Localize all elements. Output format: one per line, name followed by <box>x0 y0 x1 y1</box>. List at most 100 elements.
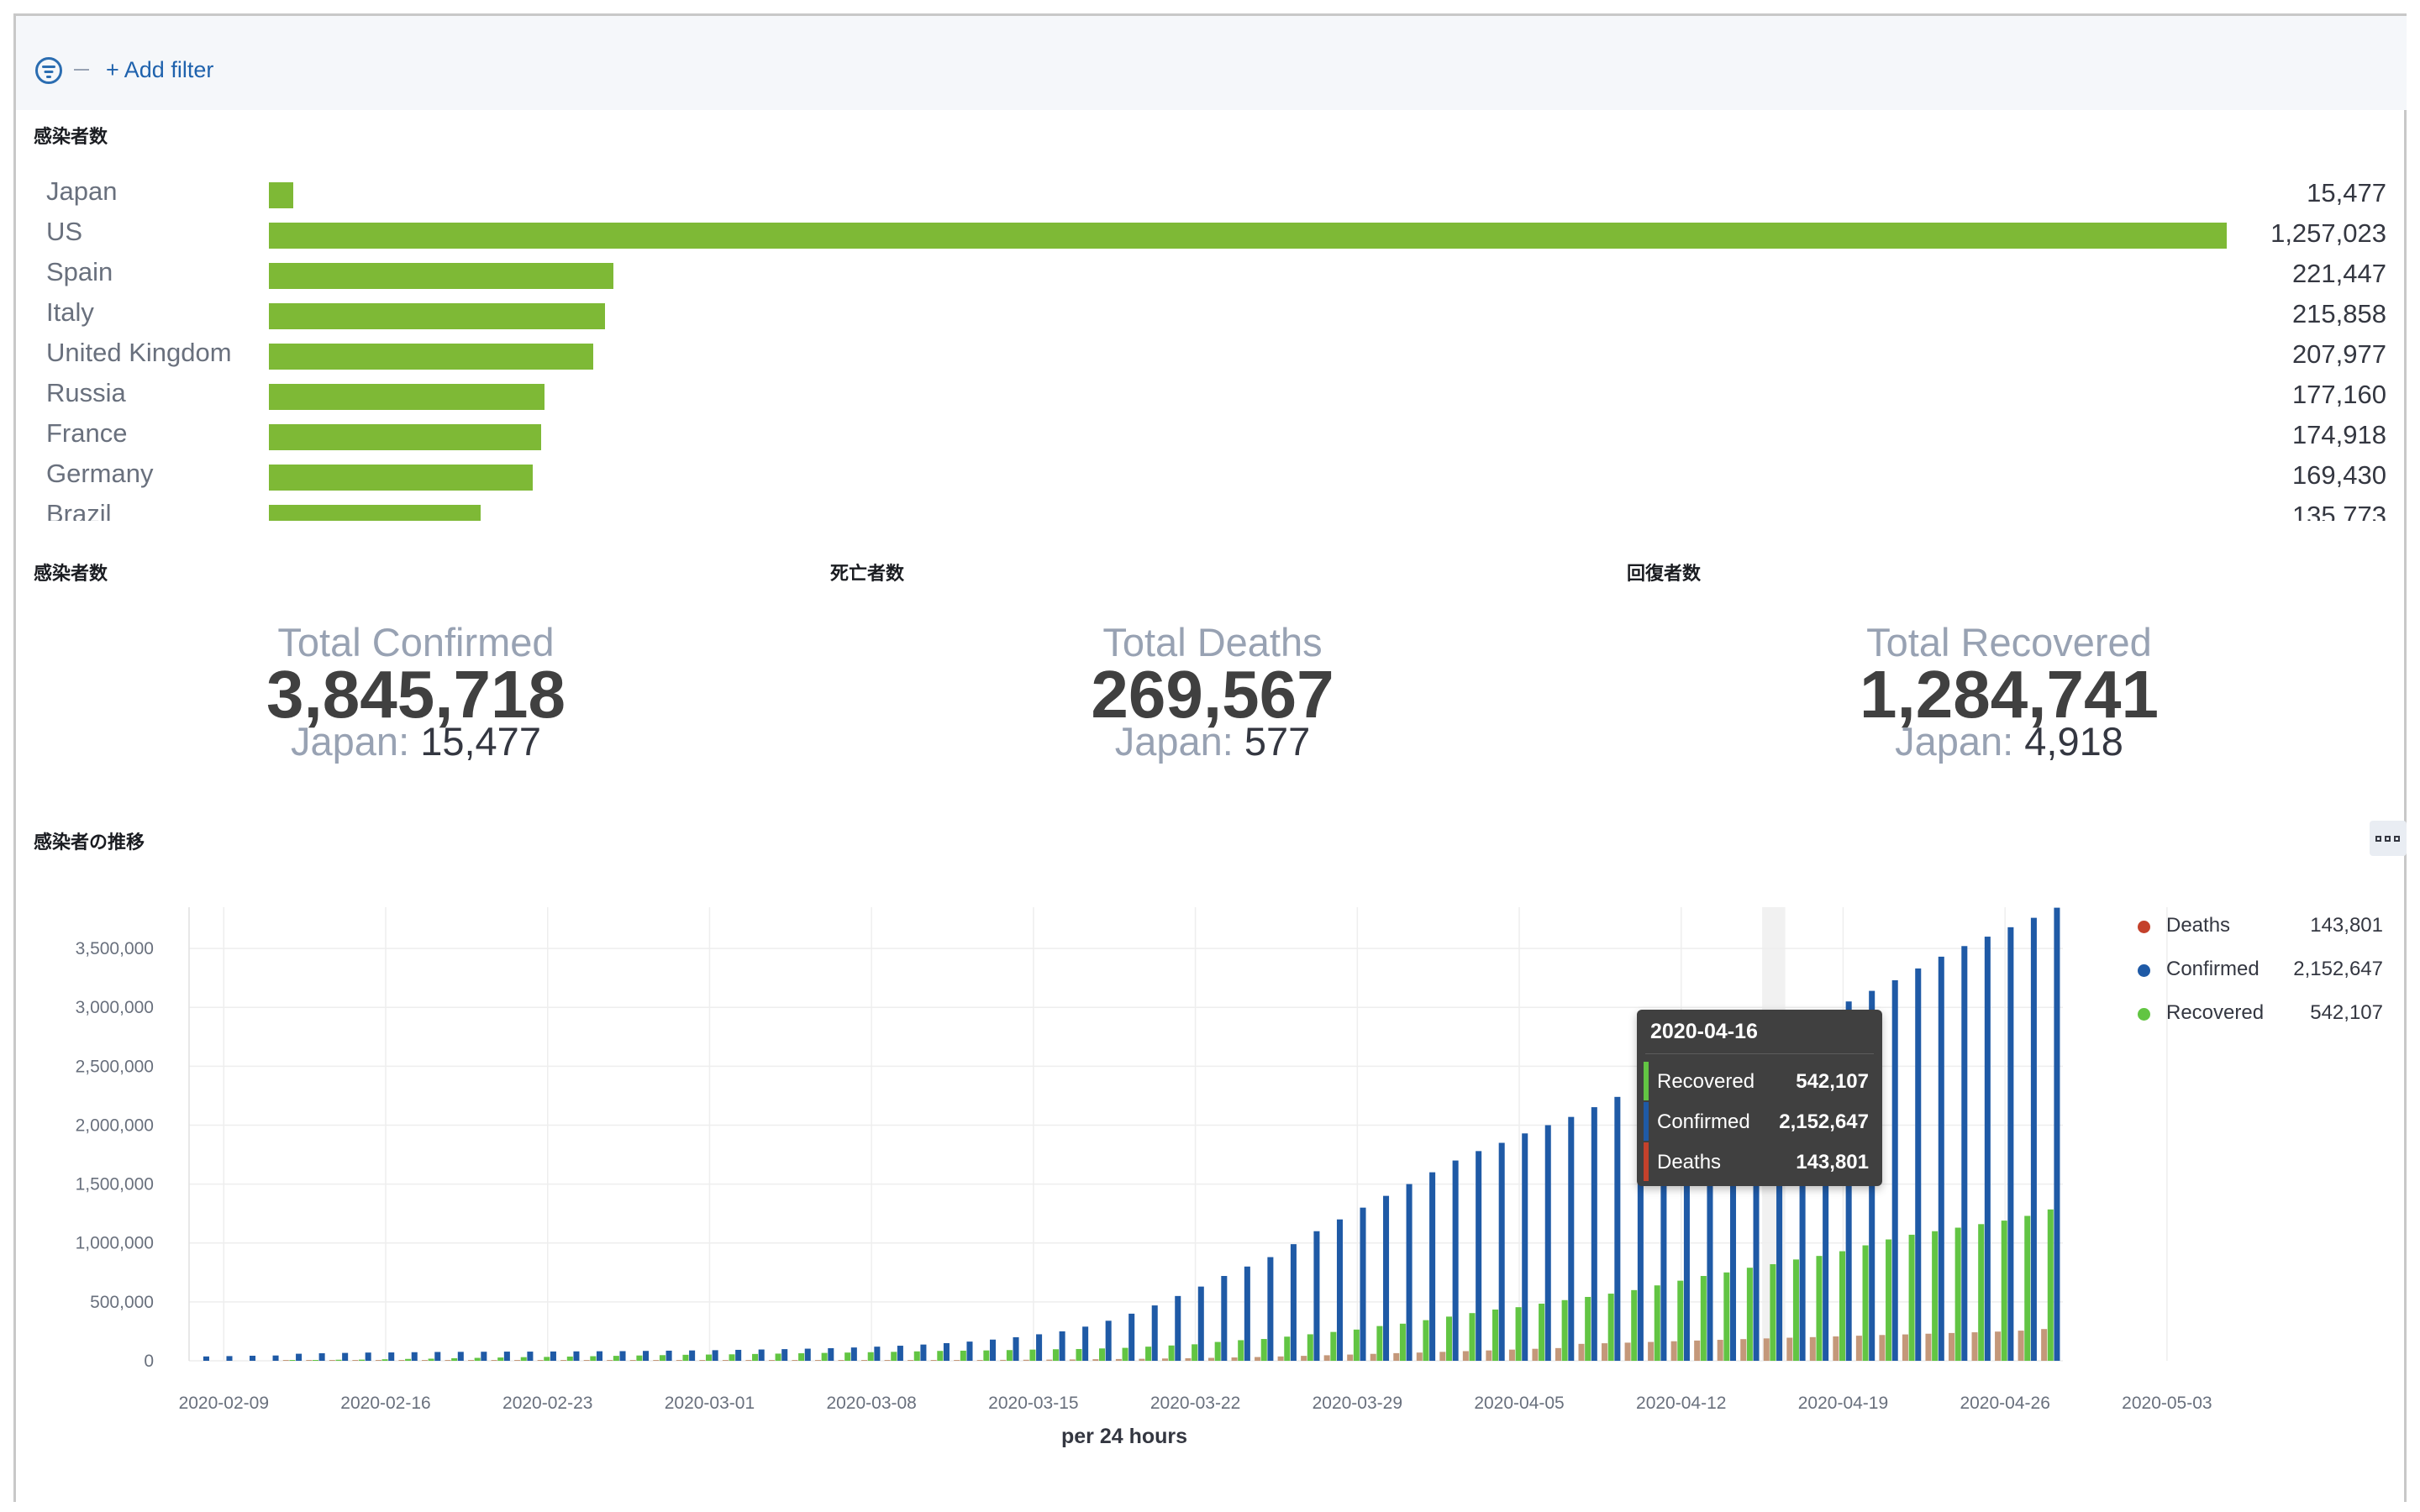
country-row[interactable]: Russia 177,160 <box>34 374 2386 414</box>
bar-recovered <box>1353 1329 1360 1361</box>
bar-confirmed <box>1383 1195 1390 1361</box>
bar-confirmed <box>365 1352 371 1361</box>
bar-confirmed <box>1290 1244 1297 1361</box>
bar-recovered <box>613 1356 619 1361</box>
bar-deaths <box>537 1360 544 1361</box>
y-tick-label: 2,000,000 <box>76 1116 154 1135</box>
add-filter-button[interactable]: + Add filter <box>106 57 214 82</box>
x-tick-label: 2020-03-22 <box>1150 1394 1240 1413</box>
country-row[interactable]: United Kingdom 207,977 <box>34 333 2386 374</box>
bar-deaths <box>468 1360 475 1361</box>
country-bar[interactable] <box>269 182 293 208</box>
country-value: 207,977 <box>2291 339 2386 369</box>
bar-confirmed <box>2007 927 2014 1361</box>
bar-deaths <box>976 1360 983 1361</box>
bar-deaths <box>792 1360 798 1361</box>
country-row[interactable]: France 174,918 <box>34 414 2386 454</box>
country-row[interactable]: Brazil 135,773 <box>34 495 2386 521</box>
country-bar[interactable] <box>269 223 2227 249</box>
bar-deaths <box>583 1360 590 1361</box>
country-bar[interactable] <box>269 424 542 450</box>
country-row[interactable]: US 1,257,023 <box>34 213 2386 253</box>
legend-item[interactable]: Confirmed 2,152,647 <box>2138 955 2390 999</box>
bar-confirmed <box>1823 1011 1829 1361</box>
bar-deaths <box>1347 1354 1354 1361</box>
bar-recovered <box>335 1359 342 1361</box>
legend-value: 143,801 <box>2310 914 2383 937</box>
panel-options-button[interactable] <box>2370 821 2407 856</box>
country-bar[interactable] <box>269 465 534 491</box>
bar-recovered <box>1469 1313 1476 1361</box>
country-bar[interactable] <box>269 384 545 410</box>
country-row[interactable]: Spain 221,447 <box>34 253 2386 293</box>
bar-confirmed <box>1891 979 1898 1361</box>
country-bar[interactable] <box>269 344 593 370</box>
bar-deaths <box>2018 1331 2024 1361</box>
x-tick-label: 2020-04-19 <box>1798 1394 1888 1413</box>
bar-recovered <box>1932 1231 1939 1361</box>
tooltip-series-value: 2,152,647 <box>1779 1110 1869 1133</box>
bar-deaths <box>676 1360 682 1361</box>
country-bar[interactable] <box>269 505 481 521</box>
bar-deaths <box>768 1360 775 1361</box>
bar-deaths <box>1648 1341 1655 1361</box>
country-name: Spain <box>46 257 113 286</box>
bar-deaths <box>1323 1355 1330 1361</box>
country-name: US <box>46 217 83 246</box>
bar-recovered <box>636 1355 643 1361</box>
bar-recovered <box>1445 1316 1453 1361</box>
filter-icon[interactable] <box>35 57 62 84</box>
bar-deaths <box>421 1360 428 1361</box>
bar-recovered <box>2024 1215 2031 1361</box>
bar-confirmed <box>897 1346 903 1361</box>
bar-recovered <box>1029 1349 1036 1361</box>
x-tick-label: 2020-02-23 <box>502 1394 592 1413</box>
bar-deaths <box>1301 1356 1307 1361</box>
metric-label: Total Deaths <box>1102 620 1323 664</box>
panel-title-deaths: 死亡者数 <box>830 563 905 584</box>
y-tick-label: 1,500,000 <box>76 1175 154 1194</box>
y-tick-label: 0 <box>144 1352 154 1371</box>
x-tick-label: 2020-03-08 <box>826 1394 916 1413</box>
bar-recovered <box>1238 1340 1244 1361</box>
x-tick-label: 2020-02-16 <box>340 1394 430 1413</box>
bar-confirmed <box>1938 956 1944 1361</box>
bar-recovered <box>705 1354 713 1361</box>
x-tick-label: 2020-03-15 <box>988 1394 1078 1413</box>
bar-deaths <box>1486 1350 1492 1361</box>
bar-confirmed <box>781 1349 788 1361</box>
panel-title-country: 感染者数 <box>34 126 108 147</box>
tooltip-color-bar <box>1644 1142 1649 1181</box>
bar-confirmed <box>1476 1151 1482 1361</box>
bar-recovered <box>1954 1227 1961 1361</box>
country-row[interactable]: Italy 215,858 <box>34 293 2386 333</box>
legend-item[interactable]: Recovered 542,107 <box>2138 999 2390 1042</box>
legend-item[interactable]: Deaths 143,801 <box>2138 911 2390 955</box>
bar-recovered <box>1607 1294 1614 1361</box>
bar-deaths <box>1439 1352 1446 1361</box>
filter-bar <box>16 16 2407 110</box>
country-bar[interactable] <box>269 263 614 289</box>
x-tick-label: 2020-03-01 <box>665 1394 755 1413</box>
country-row[interactable]: Germany 169,430 <box>34 454 2386 495</box>
metric-value: 1,284,741 <box>1860 657 2159 732</box>
bar-recovered <box>1677 1280 1684 1361</box>
bar-deaths <box>1786 1337 1793 1361</box>
chart-legend: Deaths 143,801 Confirmed 2,152,647 Recovered… <box>2138 911 2390 1042</box>
country-row[interactable]: Japan 15,477 <box>34 172 2386 213</box>
bar-deaths <box>352 1360 359 1361</box>
bar-recovered <box>520 1357 527 1361</box>
bar-deaths <box>491 1360 497 1361</box>
country-name: United Kingdom <box>46 338 232 367</box>
x-tick-label: 2020-04-12 <box>1636 1394 1726 1413</box>
country-bar[interactable] <box>269 303 606 329</box>
bar-deaths <box>1277 1356 1284 1361</box>
bar-recovered <box>659 1355 666 1361</box>
tooltip-row: Recovered 542,107 <box>1644 1062 1876 1100</box>
x-tick-label: 2020-03-29 <box>1313 1394 1402 1413</box>
bar-deaths <box>282 1360 289 1361</box>
bar-deaths <box>2041 1329 2048 1361</box>
bar-recovered <box>428 1358 434 1361</box>
bar-confirmed <box>2030 917 2037 1361</box>
bar-confirmed <box>1637 1087 1644 1361</box>
